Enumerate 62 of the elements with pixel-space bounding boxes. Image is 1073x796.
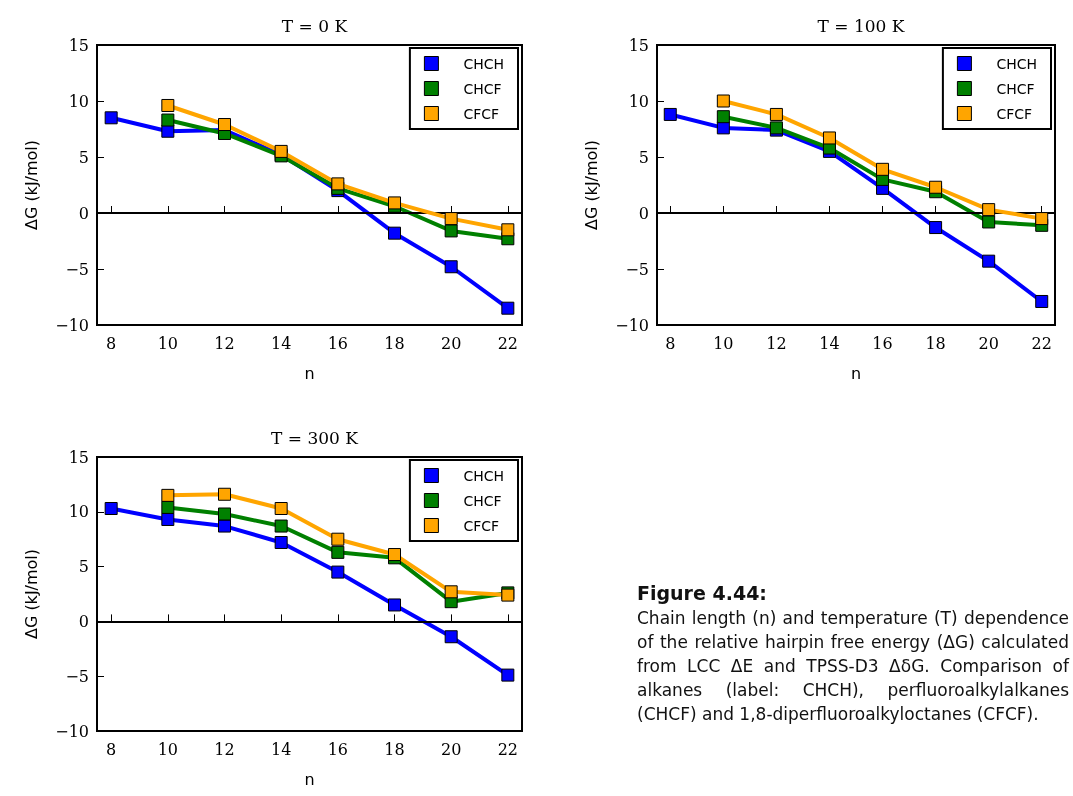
x-tick-label: 18 [384, 333, 405, 353]
x-tick-label: 12 [214, 739, 235, 759]
y-tick-label: 15 [628, 35, 649, 55]
y-tick-label: 10 [68, 502, 89, 522]
y-tick-label: 10 [628, 91, 649, 111]
y-tick-label: 10 [68, 91, 89, 111]
x-tick-label: 12 [766, 333, 787, 353]
chart-title: T = 100 K [817, 15, 905, 36]
y-tick-label: −10 [55, 315, 89, 335]
x-tick-label: 14 [270, 333, 292, 353]
x-tick-label: 14 [270, 739, 292, 759]
x-tick-label: 22 [1031, 333, 1052, 353]
x-tick-label: 20 [440, 333, 462, 353]
legend-label: CHCF [996, 80, 1035, 97]
y-tick-label: 5 [78, 557, 89, 577]
x-tick-label: 14 [819, 333, 840, 353]
x-tick-label: 10 [157, 333, 179, 353]
x-tick-label: 16 [327, 739, 349, 759]
legend-label: CHCF [463, 492, 502, 509]
x-tick-label: 16 [872, 333, 893, 353]
y-axis-title: ΔG (kJ/mol) [21, 548, 41, 640]
y-tick-label: 0 [78, 203, 89, 223]
x-tick-label: 8 [665, 333, 676, 353]
legend-label: CHCF [463, 80, 502, 97]
x-tick-label: 20 [440, 739, 462, 759]
x-tick-label: 8 [106, 739, 117, 759]
legend-label: CFCF [996, 105, 1033, 122]
x-axis-title: n [850, 363, 862, 383]
legend-label: CHCH [463, 55, 504, 72]
y-tick-label: 0 [78, 611, 89, 631]
y-tick-label: 5 [78, 147, 89, 167]
chart-title: T = 0 K [281, 15, 348, 36]
y-tick-label: 5 [638, 147, 649, 167]
y-tick-label: −10 [615, 315, 649, 335]
text: Chain length (n) and temperature (T) dependence of the relative hairpin free energy (ΔG) calculated from LCC ΔE and TPSS-D3 ΔδG. Comparison of alkanes (label: CHCH), perfluoroalkylalkanes (CHCF) and 1,8-diperfluoroalkyloctanes (CFCF). [637, 607, 1069, 726]
y-tick-label: 15 [68, 35, 89, 55]
legend-label: CHCH [463, 467, 504, 484]
y-tick-label: 0 [638, 203, 649, 223]
x-tick-label: 18 [384, 739, 405, 759]
y-axis-title: ΔG (kJ/mol) [581, 139, 601, 231]
y-tick-label: −5 [65, 259, 89, 279]
y-tick-label: −10 [55, 721, 89, 741]
legend-label: CFCF [463, 517, 500, 534]
x-tick-label: 22 [497, 739, 519, 759]
legend-label: CHCH [996, 55, 1037, 72]
y-tick-label: 15 [68, 447, 89, 467]
x-tick-label: 10 [713, 333, 734, 353]
text: Figure 4.44: [637, 582, 768, 604]
x-tick-label: 10 [157, 739, 179, 759]
x-tick-label: 16 [327, 333, 349, 353]
y-axis-title: ΔG (kJ/mol) [21, 139, 41, 231]
x-tick-label: 8 [106, 333, 117, 353]
x-tick-label: 12 [214, 333, 235, 353]
x-axis-title: n [304, 769, 315, 789]
x-tick-label: 20 [978, 333, 999, 353]
x-tick-label: 22 [497, 333, 519, 353]
x-tick-label: 18 [925, 333, 946, 353]
x-axis-title: n [304, 363, 315, 383]
chart-title: T = 300 K [271, 427, 359, 448]
y-tick-label: −5 [625, 259, 649, 279]
legend-label: CFCF [463, 105, 500, 122]
y-tick-label: −5 [65, 666, 89, 686]
